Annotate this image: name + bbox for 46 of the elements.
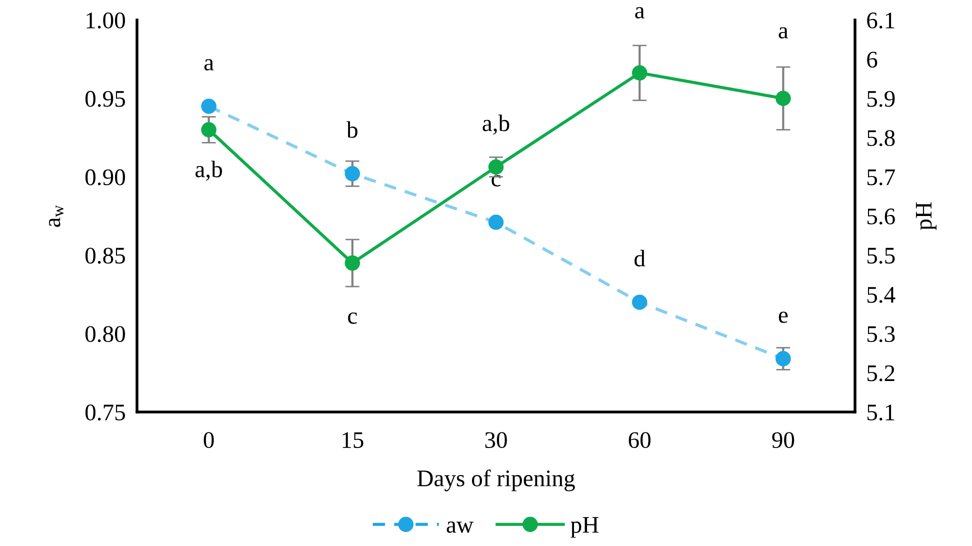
y-tick-label: 0.80: [85, 326, 125, 342]
data-label: a: [635, 7, 645, 18]
legend-label: pH: [570, 517, 598, 538]
y2-tick-label: 5.1: [867, 404, 894, 421]
point: [488, 214, 504, 230]
data-label: a: [778, 27, 788, 39]
y2-tick-label: 5.4: [867, 287, 896, 303]
y2-tick-label: 5.6: [867, 208, 895, 225]
y2-tick-label: 5.3: [867, 326, 895, 342]
data-label: e: [778, 312, 788, 323]
point: [776, 90, 791, 106]
point: [632, 65, 648, 81]
y2-tick-label: 6.1: [867, 12, 894, 29]
point: [776, 351, 791, 366]
y-axis-title: a$_{w}$: [49, 205, 64, 227]
point: [344, 255, 360, 271]
point: [632, 294, 648, 310]
data-label: c: [348, 312, 357, 324]
data-label: d: [634, 250, 646, 266]
x-tick-label: 60: [628, 432, 651, 448]
x-tick-label: 30: [485, 432, 507, 448]
legend-label: aw: [446, 522, 474, 533]
data-label: a,b: [196, 160, 222, 181]
y-tick-label: 0.95: [85, 90, 125, 107]
y2-tick-label: 5.9: [867, 90, 895, 107]
y2-tick-label: 6: [867, 52, 878, 68]
x-tick-label: 0: [204, 432, 214, 448]
x-tick-label: 15: [342, 432, 364, 448]
y2-tick-label: 5.8: [867, 130, 895, 146]
point: [201, 98, 216, 114]
x-axis-title: Days of ripening: [417, 470, 575, 492]
point: [201, 122, 216, 138]
data-label: a: [204, 59, 214, 70]
point: [344, 166, 360, 182]
point: [488, 159, 504, 175]
y-tick-label: 0.75: [85, 404, 125, 421]
y2-tick-label: 5.7: [867, 170, 895, 186]
y-tick-label: 0.90: [85, 169, 125, 186]
data-label: a,b: [482, 114, 510, 135]
y2-tick-label: 5.2: [867, 365, 894, 382]
y-tick-label: 1.00: [86, 12, 125, 29]
x-tick-label: 90: [772, 432, 794, 448]
y-tick-label: 0.85: [85, 248, 125, 264]
y2-tick-label: 5.5: [867, 248, 895, 264]
data-label: b: [346, 121, 358, 138]
y2-axis-title: pH: [916, 202, 936, 230]
